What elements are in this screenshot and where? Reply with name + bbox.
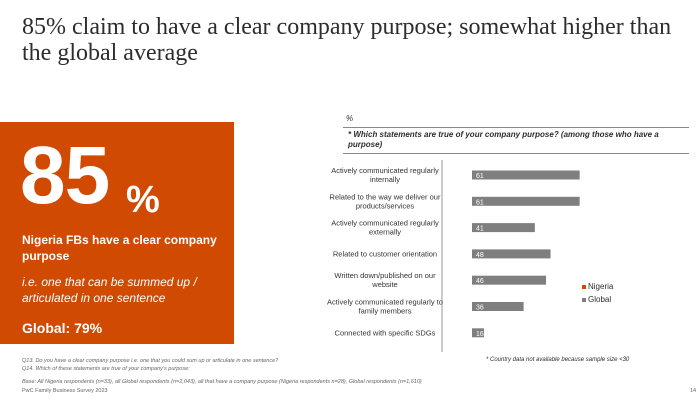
legend-label-nigeria: Nigeria [588,282,614,291]
category-label: Related to customer orientation [333,249,437,258]
legend-label-global: Global [588,295,612,304]
category-label: Actively communicated regularly internall… [331,166,439,184]
highlight-panel: 85 % Nigeria FBs have a clear company pu… [0,122,234,344]
category-label: Related to the way we deliver our product… [330,192,441,210]
bar-global [472,275,547,285]
panel-lead-text: Nigeria FBs have a clear company purpose [22,233,217,263]
bar-value-label: 61 [476,173,484,180]
bar-value-label: 16 [476,331,484,338]
category-label: Actively communicated regularly externall… [331,219,439,237]
page-title: 85% claim to have a clear company purpos… [22,14,672,66]
page-number: 14 [690,388,697,394]
bar-global [472,249,551,259]
bar-value-label: 61 [476,199,484,206]
footnote-q14: Q14. Which of these statements are true … [22,366,190,372]
footnote-base: Base: All Nigeria respondents (n=33), al… [22,379,422,385]
question-bottom-rule [343,153,689,154]
bar-value-label: 36 [476,305,484,312]
bar-global [472,170,580,180]
legend-swatch-nigeria [582,284,586,289]
bar-value-label: 46 [476,278,484,285]
bar-global [472,196,580,206]
global-figure: Global: 79% [22,320,103,336]
sample-size-note: * Country data not available because sam… [486,357,630,363]
legend-item-global: Global [582,295,611,304]
bar-global [472,328,484,338]
big-number: 85 [20,130,110,221]
category-label: Actively communicated regularly to family… [327,298,443,316]
legend-swatch-global [582,297,586,302]
percent-sign: % [126,179,160,221]
category-label: Written down/published on our website [334,271,436,289]
footnote-q13: Q13. Do you have a clear company purpose… [22,358,279,364]
bar-value-label: 41 [476,226,484,233]
legend-item-nigeria: Nigeria [582,282,613,291]
chart-question: * Which statements are true of your comp… [348,130,659,149]
footnote-source: PwC Family Business Survey 2023 [22,388,108,394]
panel-sub-text: i.e. one that can be summed up / articul… [22,275,197,305]
bar-global [472,302,524,311]
bar-global [472,223,535,233]
bar-value-label: 48 [476,252,484,259]
question-top-rule [343,127,689,128]
category-label: Connected with specific SDGs [335,328,436,337]
chart-unit-label: % [346,114,354,123]
